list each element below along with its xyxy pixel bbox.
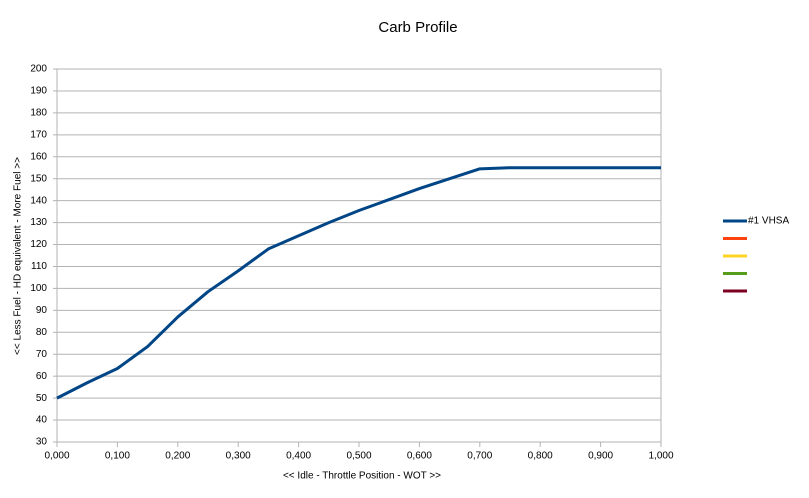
x-tick-label: 0,600: [407, 451, 432, 462]
y-tick-label: 170: [30, 129, 47, 140]
y-tick-label: 80: [36, 327, 48, 338]
x-tick-label: 0,000: [44, 451, 69, 462]
x-tick-label: 0,400: [286, 451, 311, 462]
legend-label: #1 VHSA: [748, 216, 789, 227]
x-tick-label: 0,300: [226, 451, 251, 462]
x-tick-label: 0,800: [528, 451, 553, 462]
y-tick-label: 90: [36, 305, 48, 316]
y-tick-label: 100: [30, 283, 47, 294]
y-axis-label: << Less Fuel - HD equivalent - More Fuel…: [13, 157, 24, 355]
x-tick-label: 0,200: [165, 451, 190, 462]
y-tick-label: 200: [30, 64, 47, 75]
x-tick-label: 0,100: [105, 451, 130, 462]
y-tick-label: 60: [36, 371, 48, 382]
x-tick-label: 0,900: [588, 451, 613, 462]
series-line: [56, 166, 661, 400]
y-tick-label: 140: [30, 195, 47, 206]
x-tick-label: 1,000: [648, 451, 673, 462]
y-tick-label: 110: [31, 261, 47, 272]
x-axis-label: << Idle - Throttle Position - WOT >>: [283, 471, 441, 482]
y-tick-label: 190: [30, 86, 47, 97]
y-tick-label: 70: [36, 349, 48, 360]
y-tick-label: 40: [36, 415, 48, 426]
y-tick-label: 30: [36, 437, 48, 448]
y-tick-label: 150: [30, 173, 47, 184]
x-tick-label: 0,500: [346, 451, 371, 462]
y-tick-label: 50: [36, 393, 48, 404]
x-tick-label: 0,700: [467, 451, 492, 462]
y-tick-label: 120: [30, 239, 47, 250]
chart-title: Carb Profile: [378, 19, 457, 36]
y-tick-label: 130: [30, 217, 47, 228]
y-tick-label: 180: [30, 108, 47, 119]
y-tick-label: 160: [30, 151, 47, 162]
